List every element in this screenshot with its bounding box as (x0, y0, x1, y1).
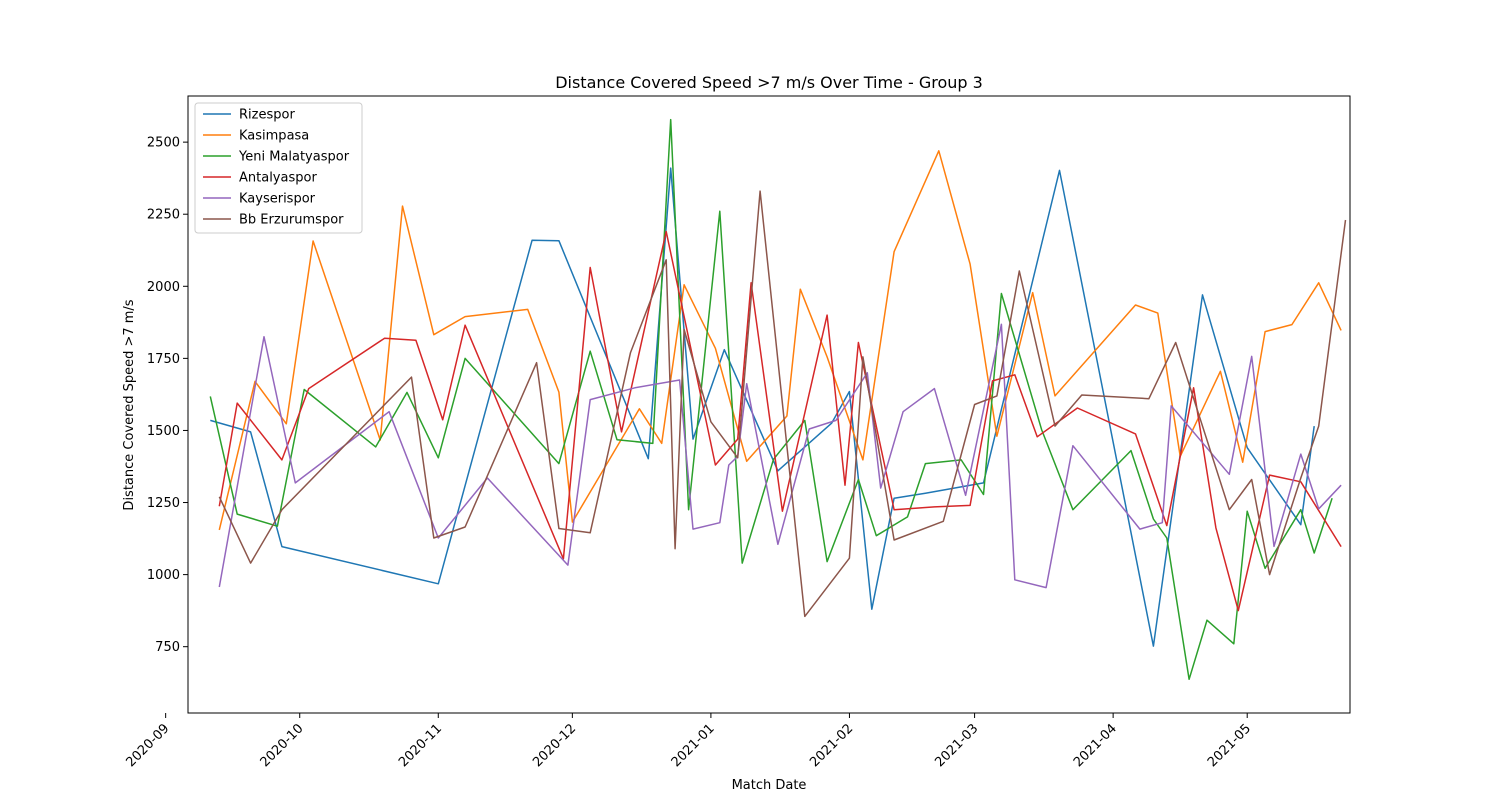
y-axis-label: Distance Covered Speed >7 m/s (122, 299, 137, 510)
chart-title: Distance Covered Speed >7 m/s Over Time … (555, 73, 983, 92)
y-tick-label: 2000 (147, 280, 180, 295)
plot-frame (187, 95, 1351, 714)
legend-entry: Antalyaspor (239, 171, 317, 186)
y-tick-label: 1250 (147, 496, 180, 511)
y-tick-label: 1500 (147, 424, 180, 439)
legend-entry: Rizespor (239, 108, 295, 123)
y-axis: 750 1000 1250 1500 1750 2000 2250 2500 (147, 136, 188, 655)
x-tick-label: 2020-12 (530, 721, 579, 770)
series-line-2 (209, 118, 1333, 681)
x-tick-label: 2020-11 (396, 721, 445, 770)
legend-entry: Yeni Malatyaspor (238, 150, 350, 165)
legend-box (194, 102, 363, 234)
series-line-5 (218, 190, 1347, 618)
y-tick-label: 1000 (147, 568, 180, 583)
x-tick-label: 2020-10 (258, 721, 307, 770)
y-tick-label: 1750 (147, 352, 180, 367)
x-tick-label: 2021-01 (669, 721, 718, 770)
y-tick-label: 750 (155, 640, 180, 655)
series-layer (209, 118, 1347, 681)
y-tick-label: 2500 (147, 136, 180, 151)
series-line-0 (210, 167, 1315, 647)
x-axis: 2020-09 2020-10 2020-11 2020-12 2021-01 2021-… (123, 713, 1254, 770)
series-line-4 (218, 323, 1342, 589)
legend-entry: Bb Erzurumspor (239, 213, 344, 228)
series-line-3 (218, 230, 1342, 612)
y-tick-label: 2250 (147, 208, 180, 223)
x-axis-label: Match Date (732, 778, 807, 793)
x-tick-label: 2020-09 (123, 721, 172, 770)
legend-entry: Kasimpasa (239, 129, 309, 144)
plot-area (188, 96, 1350, 713)
x-tick-label: 2021-05 (1205, 721, 1254, 770)
x-tick-label: 2021-03 (932, 721, 981, 770)
x-tick-label: 2021-04 (1071, 721, 1120, 770)
series-line-1 (218, 150, 1342, 531)
x-tick-label: 2021-02 (807, 721, 856, 770)
legend: Rizespor Kasimpasa Yeni Malatyaspor Antalya… (194, 102, 363, 234)
legend-entry: Kayserispor (239, 192, 316, 207)
